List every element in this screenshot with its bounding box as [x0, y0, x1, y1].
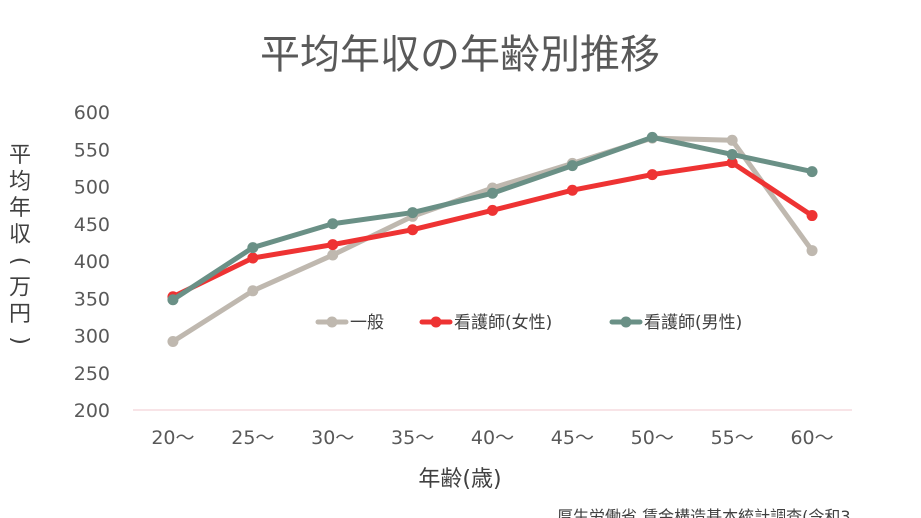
- y-tick-label: 500: [74, 177, 110, 199]
- data-point: [487, 187, 498, 199]
- data-point: [726, 148, 738, 160]
- x-tick-label: 50～: [631, 427, 674, 449]
- y-axis-label: 平均年収 ( 万円): [7, 143, 32, 345]
- series-1: [167, 157, 818, 303]
- data-point: [247, 285, 259, 297]
- legend: 一般 看護師(女性) 看護師(男性): [315, 313, 742, 333]
- data-point: [407, 224, 419, 236]
- data-point: [806, 166, 818, 178]
- legend-label: 看護師(男性): [644, 313, 742, 333]
- y-tick-label: 400: [74, 251, 110, 273]
- y-tick-label: 300: [74, 326, 110, 348]
- x-tick-label: 25～: [231, 427, 274, 449]
- series-2: [167, 131, 818, 306]
- series-line: [170, 135, 815, 344]
- y-axis-label-char: 均: [9, 170, 31, 195]
- x-tick-label: 45～: [551, 427, 594, 449]
- source-note: 厚生労働省 賃金構造基本統計調査(令和3: [557, 507, 851, 518]
- data-point: [247, 252, 259, 264]
- y-axis-label-char: (: [7, 257, 32, 266]
- data-point: [167, 335, 179, 347]
- chart-title: 平均年収の年齢別推移: [260, 32, 660, 78]
- data-point: [646, 169, 658, 181]
- x-tick-label: 20～: [151, 427, 194, 449]
- y-axis-label-char: 収: [9, 223, 31, 248]
- x-tick-label: 35～: [391, 427, 434, 449]
- x-axis-ticks: 20～ 25～ 30～ 35～ 40～ 45～ 50～ 55～ 60～: [151, 427, 833, 449]
- data-point: [726, 134, 738, 146]
- y-tick-label: 200: [74, 400, 110, 422]
- data-point: [566, 184, 578, 196]
- x-tick-label: 30～: [311, 427, 354, 449]
- legend-item: 看護師(男性): [609, 313, 742, 333]
- series-line: [170, 134, 815, 303]
- x-tick-label: 55～: [711, 427, 754, 449]
- legend-item: 一般: [315, 313, 384, 333]
- data-point: [407, 207, 419, 219]
- data-point: [327, 239, 339, 251]
- data-point: [327, 249, 339, 261]
- y-axis-label-char: 万: [9, 276, 31, 301]
- y-tick-label: 350: [74, 288, 110, 310]
- legend-swatch-marker: [326, 316, 338, 328]
- x-tick-label: 40～: [471, 427, 514, 449]
- y-tick-label: 450: [74, 214, 110, 236]
- y-axis-label-char: 円: [9, 302, 31, 327]
- data-point: [566, 160, 578, 172]
- series-layer: [167, 131, 818, 347]
- x-axis-label: 年齢(歳): [418, 467, 501, 492]
- y-tick-label: 550: [74, 139, 110, 161]
- data-point: [487, 204, 498, 216]
- data-point: [726, 157, 738, 169]
- legend-swatch-marker: [620, 316, 632, 328]
- legend-label: 一般: [350, 313, 384, 333]
- y-tick-label: 600: [74, 102, 110, 124]
- data-point: [327, 218, 339, 230]
- data-point: [646, 131, 658, 143]
- data-point: [806, 245, 818, 257]
- y-axis-label-char: 年: [9, 196, 31, 221]
- y-axis-ticks: 200 250 300 350 400 450 500 550 600: [74, 102, 110, 422]
- y-axis-label-char: ): [7, 336, 32, 345]
- legend-item: 看護師(女性): [419, 313, 552, 333]
- data-point: [247, 242, 259, 254]
- x-tick-label: 60～: [790, 427, 833, 449]
- data-point: [167, 294, 179, 306]
- y-axis-label-char: 平: [9, 143, 31, 168]
- legend-swatch-marker: [430, 316, 442, 328]
- y-tick-label: 250: [74, 363, 110, 385]
- data-point: [806, 210, 818, 222]
- legend-label: 看護師(女性): [454, 313, 552, 333]
